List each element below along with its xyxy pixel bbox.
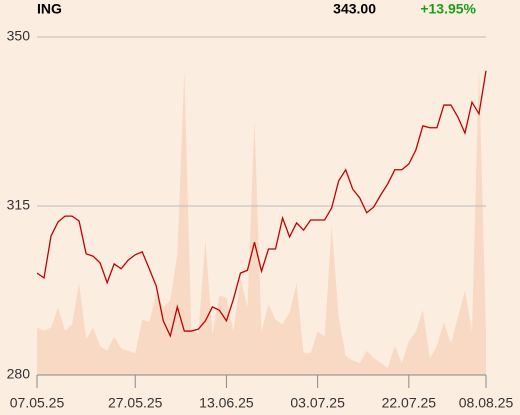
x-tick-label: 08.08.25 — [459, 395, 514, 411]
x-tick-label: 27.05.25 — [108, 395, 163, 411]
y-tick-label: 315 — [7, 197, 31, 213]
x-tick-label: 03.07.25 — [290, 395, 345, 411]
volume-area — [37, 65, 486, 375]
price-line — [36, 70, 487, 338]
chart-title: ING — [37, 1, 62, 17]
header-value: 343.00 — [333, 1, 376, 17]
x-tick-label: 13.06.25 — [199, 395, 254, 411]
plot: 343.00 +13.95% 280 315 350 07.05.25 27.05.25 13… — [7, 1, 514, 411]
x-tick-label: 22.07.25 — [382, 395, 437, 411]
y-tick-label: 280 — [7, 366, 31, 382]
y-tick-label: 350 — [7, 28, 31, 44]
x-tick-label: 07.05.25 — [10, 395, 65, 411]
header-value: +13.95% — [420, 1, 476, 17]
